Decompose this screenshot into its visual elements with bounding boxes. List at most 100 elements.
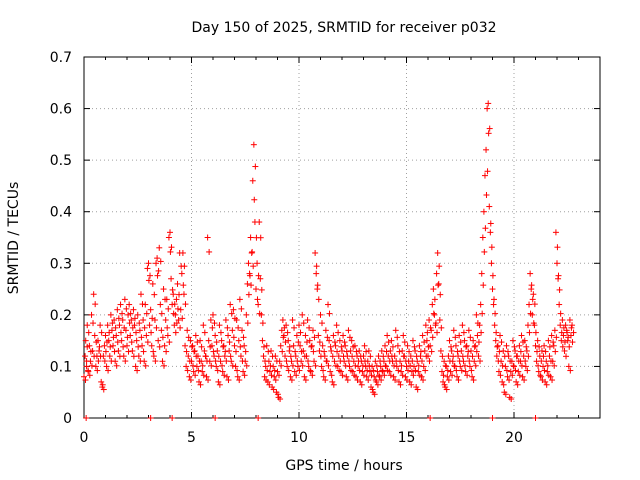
data-point (106, 353, 113, 360)
data-point (301, 373, 308, 380)
data-point (113, 332, 120, 339)
data-point (307, 367, 314, 374)
data-point (452, 342, 459, 349)
data-point (500, 347, 507, 354)
data-point (133, 337, 140, 344)
data-point (448, 347, 455, 354)
data-point (504, 373, 511, 380)
data-point (141, 324, 148, 331)
data-point (107, 343, 114, 350)
data-point (320, 373, 327, 380)
data-point (469, 353, 476, 360)
data-point (564, 337, 571, 344)
data-point (411, 343, 418, 350)
data-point (497, 332, 504, 339)
data-point (165, 305, 172, 312)
data-point (315, 296, 322, 303)
data-point (518, 332, 525, 339)
data-point (510, 362, 517, 369)
data-point (194, 339, 201, 346)
data-point (491, 296, 497, 303)
data-point (363, 348, 370, 355)
data-point (335, 329, 342, 336)
data-point (242, 358, 249, 365)
data-point (567, 367, 574, 374)
data-point (339, 372, 346, 379)
data-point (255, 415, 262, 421)
data-point (214, 367, 221, 374)
data-point (130, 306, 137, 313)
data-point (138, 334, 145, 341)
data-point (568, 324, 575, 331)
data-point (94, 337, 101, 344)
data-point (154, 255, 161, 262)
data-point (523, 343, 530, 350)
data-point (173, 296, 180, 303)
data-point (467, 334, 474, 341)
data-point (149, 280, 156, 287)
data-point (293, 372, 300, 379)
data-point (247, 234, 254, 241)
data-point (172, 311, 179, 318)
data-point (430, 286, 437, 293)
data-point (303, 339, 310, 346)
data-point (534, 337, 541, 344)
data-point (370, 367, 377, 374)
data-point (162, 317, 169, 324)
data-point (522, 358, 529, 365)
x-axis-label: GPS time / hours (285, 458, 402, 474)
data-point (373, 362, 380, 369)
data-point (529, 296, 536, 303)
data-point (384, 332, 391, 339)
data-point (197, 337, 204, 344)
data-point (470, 337, 477, 344)
data-point (101, 358, 108, 365)
data-point (402, 373, 409, 380)
data-point (456, 332, 463, 339)
data-point (438, 324, 445, 331)
data-point (455, 377, 462, 384)
data-point (217, 329, 224, 336)
data-point (526, 301, 533, 308)
data-point (163, 348, 170, 355)
data-point (178, 270, 185, 277)
data-point (187, 377, 194, 384)
data-point (211, 320, 218, 327)
data-point (210, 348, 217, 355)
data-point (498, 339, 505, 346)
data-point (408, 368, 415, 375)
data-point (390, 373, 397, 380)
data-point (101, 342, 108, 349)
data-point (328, 347, 335, 354)
data-point (242, 348, 249, 355)
data-point (473, 348, 480, 355)
data-point (391, 353, 398, 360)
data-point (181, 263, 188, 270)
data-point (392, 327, 399, 334)
data-point (230, 334, 237, 341)
data-point (128, 317, 135, 324)
data-point (488, 244, 495, 251)
data-point (330, 332, 337, 339)
data-point (524, 367, 531, 374)
data-point (191, 347, 198, 354)
data-point (436, 263, 443, 270)
data-point (443, 363, 450, 370)
data-point (109, 320, 116, 327)
data-point (122, 327, 129, 334)
data-point (471, 358, 478, 365)
data-point (314, 286, 321, 293)
data-point (428, 348, 435, 355)
data-point (236, 377, 243, 384)
y-axis-label: SRMTID / TECUs (6, 182, 22, 295)
data-point (389, 343, 396, 350)
data-point (480, 208, 487, 215)
data-point (341, 339, 348, 346)
data-point (192, 372, 199, 379)
data-point (94, 367, 101, 374)
data-point (308, 343, 315, 350)
data-point (445, 377, 452, 384)
data-point (203, 373, 210, 380)
data-point (319, 342, 326, 349)
y-tick-label: 0.6 (50, 102, 72, 118)
